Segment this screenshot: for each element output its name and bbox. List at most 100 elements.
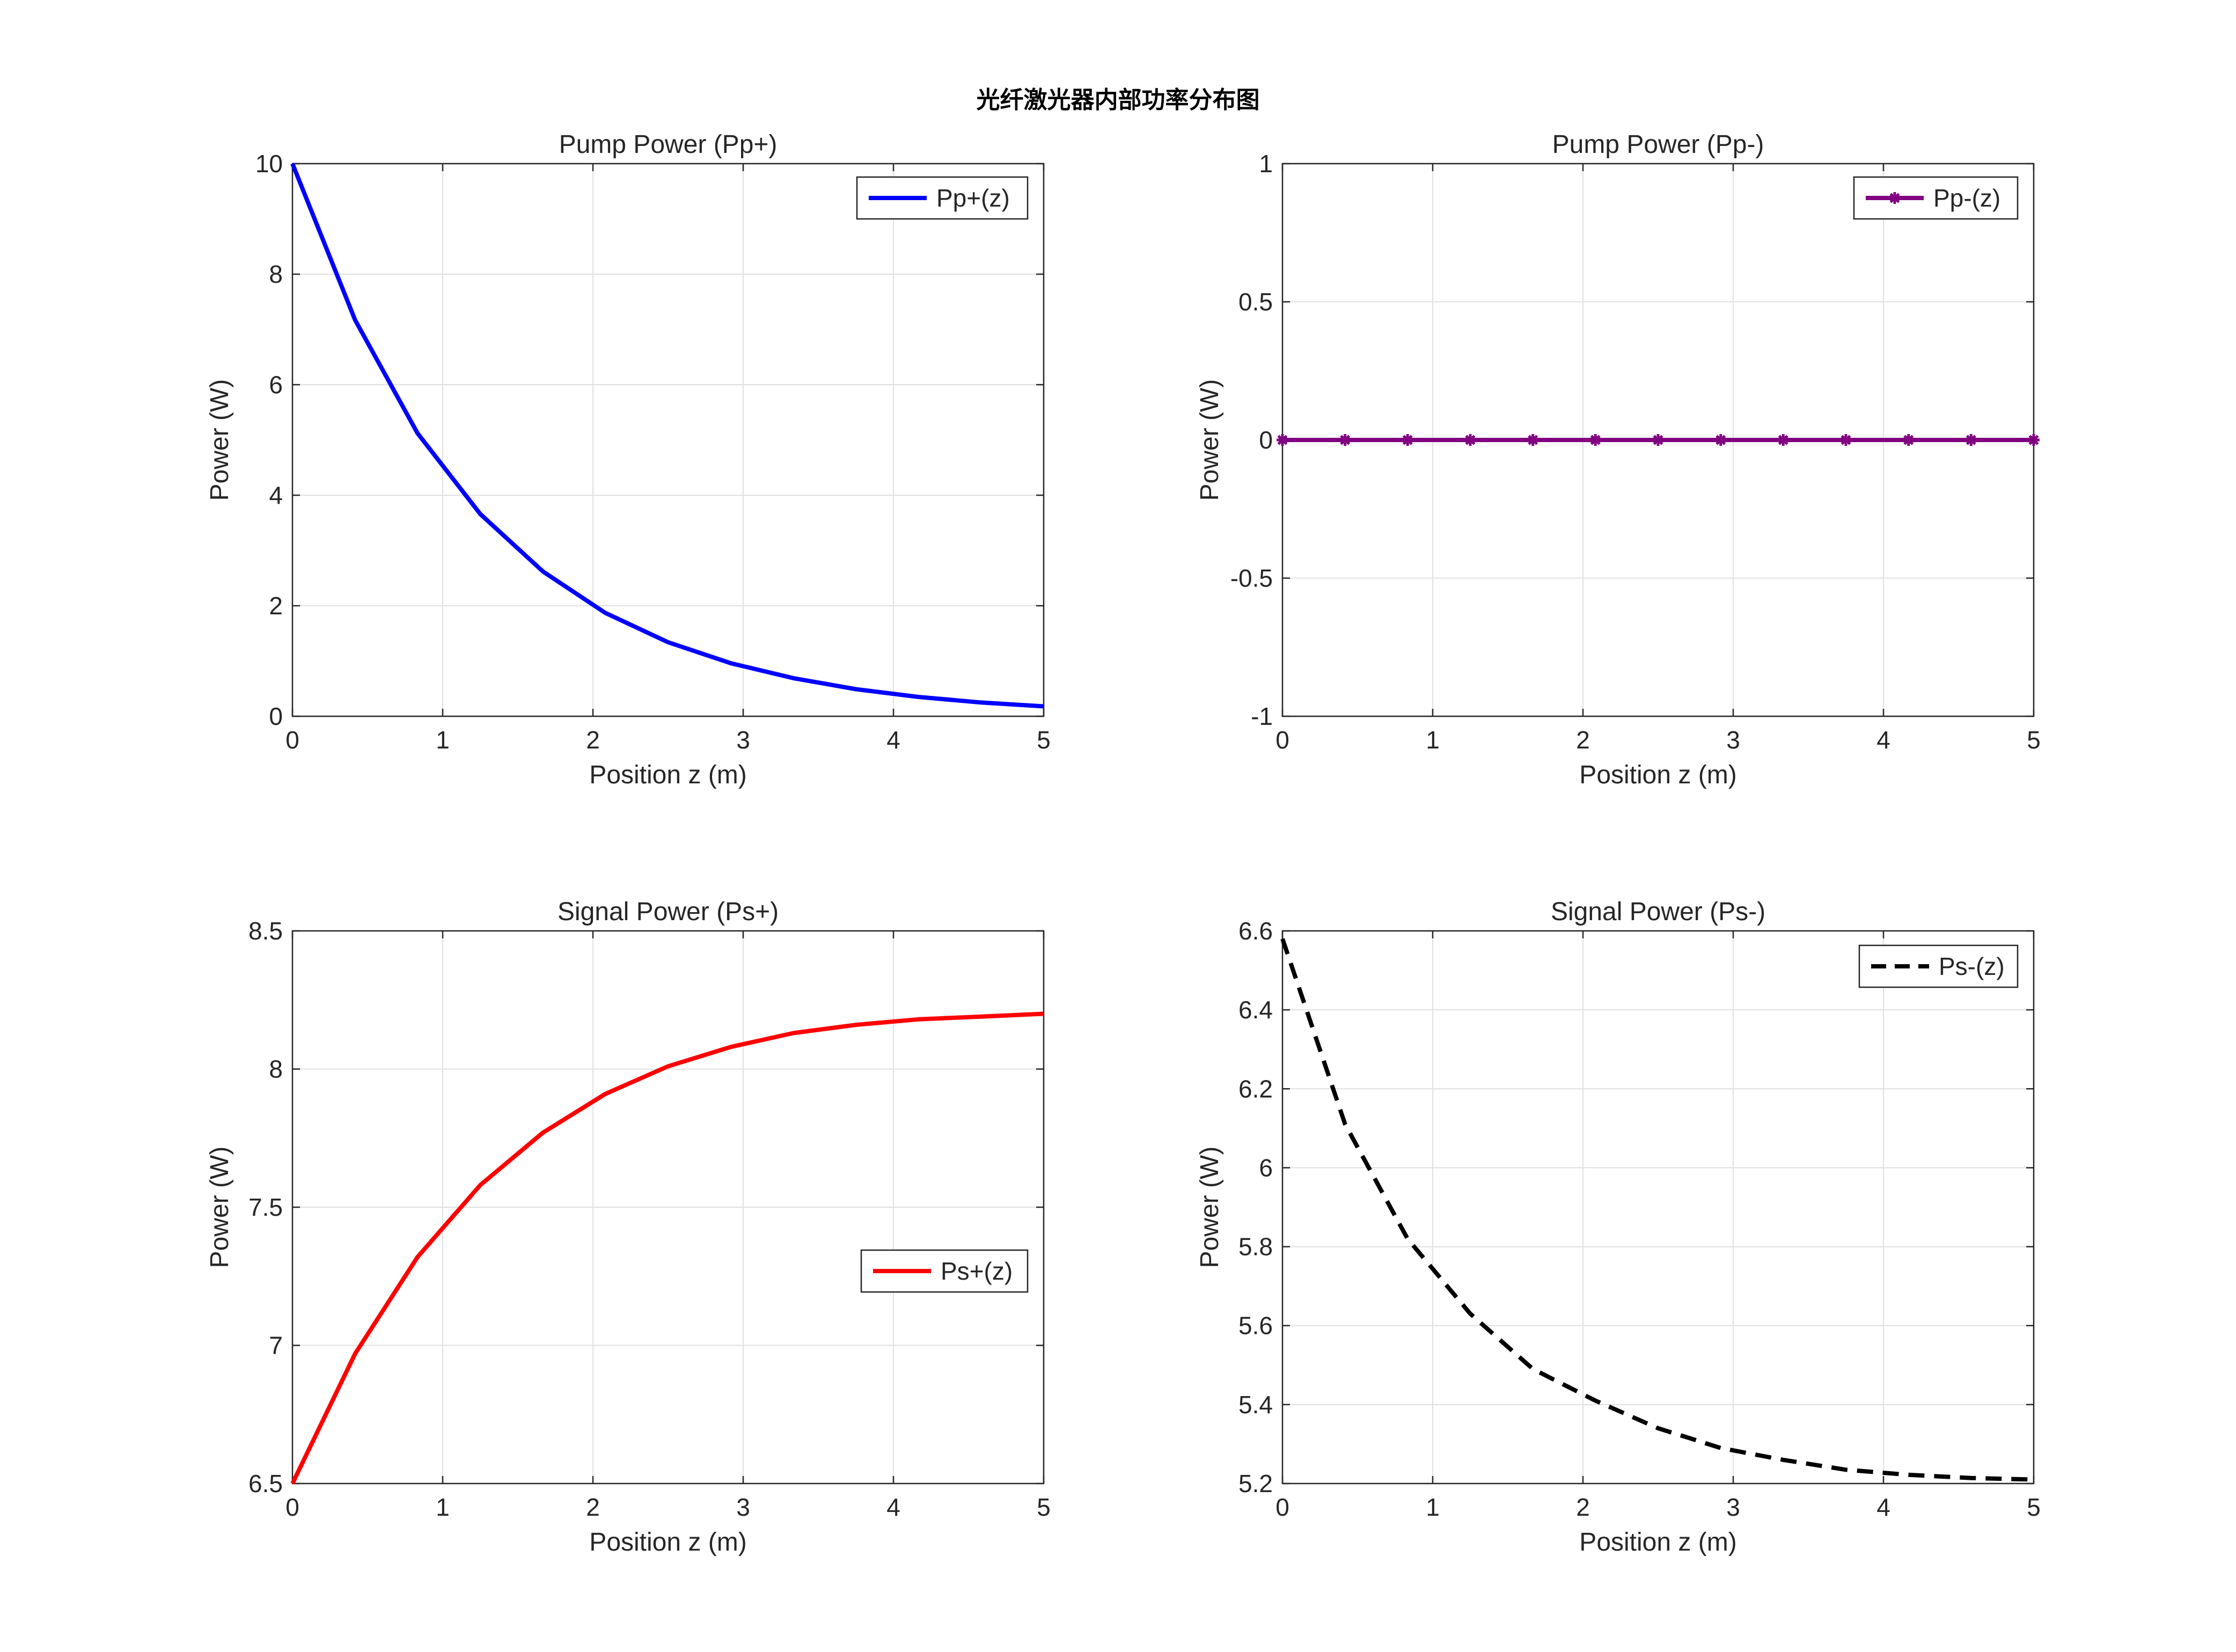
x-tick-label: 4 <box>1876 726 1890 754</box>
marker-stroke <box>1402 435 1413 445</box>
x-tick-label: 3 <box>1726 1493 1740 1521</box>
x-tick-label: 2 <box>586 1493 600 1521</box>
subplot-1: 0 1 2 3 4 5 0 2 4 6 8 10 Pump Power (Pp+) Position z … <box>206 130 1051 789</box>
figure-title: 光纤激光器内部功率分布图 <box>976 87 1260 113</box>
x-tick-label: 1 <box>1426 726 1440 754</box>
data-point-marker <box>1777 434 1790 446</box>
x-tick-label: 3 <box>736 1493 750 1521</box>
marker-stroke <box>1841 435 1851 445</box>
data-point-marker <box>1402 434 1414 446</box>
y-tick-label: 7.5 <box>248 1193 283 1221</box>
y-tick-label: 7 <box>269 1332 283 1360</box>
y-tick-label: 10 <box>255 150 283 178</box>
x-tick-label: 5 <box>1037 726 1051 754</box>
x-tick-label: 3 <box>736 726 750 754</box>
y-tick-label: 2 <box>269 592 283 620</box>
y-tick-label: 5.4 <box>1238 1391 1273 1419</box>
x-axis-label: Position z (m) <box>589 761 746 789</box>
series-line <box>290 1011 1044 1485</box>
y-tick-label: 5.8 <box>1238 1233 1273 1261</box>
series-line <box>1280 938 2034 1482</box>
x-tick-label: 0 <box>285 726 299 754</box>
x-axis-label: Position z (m) <box>1579 761 1736 789</box>
x-tick-label: 5 <box>1037 1493 1051 1521</box>
x-tick-label: 5 <box>2027 726 2041 754</box>
x-tick-label: 1 <box>436 1493 450 1521</box>
x-axis-label: Position z (m) <box>589 1528 746 1556</box>
x-tick-label: 5 <box>2027 1493 2041 1521</box>
y-tick-label: 8.5 <box>248 917 283 945</box>
data-point-marker <box>1902 434 1915 446</box>
y-tick-label: 6.2 <box>1238 1075 1273 1103</box>
data-point-marker <box>1840 434 1852 446</box>
y-axis-label: Power (W) <box>206 1147 234 1268</box>
y-axis-label: Power (W) <box>206 379 234 501</box>
legend-label: Pp-(z) <box>1933 184 2000 212</box>
series-line <box>290 163 1044 709</box>
subplot-title: Pump Power (Pp-) <box>1552 130 1764 159</box>
x-tick-label: 3 <box>1726 726 1740 754</box>
x-tick-label: 4 <box>886 726 900 754</box>
marker-stroke <box>1653 435 1663 445</box>
y-tick-label: 8 <box>269 260 283 288</box>
x-axis-label: Position z (m) <box>1579 1528 1736 1556</box>
y-tick-label: 1 <box>1259 150 1273 178</box>
y-tick-label: 5.2 <box>1238 1470 1273 1497</box>
axes-box <box>1281 930 2035 1485</box>
x-tick-label: 4 <box>886 1493 900 1521</box>
legend: Ps-(z) <box>1858 944 2019 988</box>
y-axis-label: Power (W) <box>1196 379 1224 501</box>
subplot-title: Pump Power (Pp+) <box>559 130 778 159</box>
data-point-marker <box>1527 434 1539 446</box>
y-tick-label: 6.4 <box>1238 996 1273 1024</box>
subplot-2: 0 1 2 3 4 5 -1 -0.5 0 0.5 1 Pump Power (Pp-) Positio… <box>1196 130 2041 789</box>
y-axis-label: Power (W) <box>1196 1147 1224 1268</box>
marker-stroke <box>1778 435 1788 445</box>
data-point-marker <box>1714 434 1727 446</box>
subplot-3: 0 1 2 3 4 5 6.5 7 7.5 8 8.5 Signal Power (Ps+) Posit… <box>206 898 1051 1556</box>
legend: Pp-(z) <box>1853 176 2019 220</box>
data-point-marker <box>1277 434 1288 446</box>
data-point-marker <box>1464 434 1476 446</box>
data-point-marker <box>2028 434 2040 446</box>
y-tick-label: 0 <box>1259 426 1273 454</box>
marker-stroke <box>1590 435 1601 445</box>
data-point-marker <box>1589 434 1602 446</box>
x-tick-label: 0 <box>1275 726 1289 754</box>
plot-area <box>1282 931 2034 1484</box>
marker-stroke <box>2028 435 2039 445</box>
legend-label: Ps+(z) <box>941 1257 1013 1285</box>
plot-area <box>292 164 1044 716</box>
marker-stroke <box>1966 435 1976 445</box>
marker-stroke <box>1340 435 1351 445</box>
legend: Pp+(z) <box>856 176 1029 220</box>
legend-label: Pp+(z) <box>936 184 1010 212</box>
subplot-title: Signal Power (Ps+) <box>558 898 779 926</box>
data-point-marker <box>1965 434 1977 446</box>
subplot-4: 0 1 2 3 4 5 5.2 5.4 5.6 5.8 6 6.2 6.4 6.6 Signal Power… <box>1196 898 2041 1556</box>
x-tick-label: 1 <box>1426 1493 1440 1521</box>
legend-label: Ps-(z) <box>1939 952 2005 980</box>
x-tick-label: 2 <box>586 726 600 754</box>
y-tick-label: 8 <box>269 1055 283 1083</box>
data-point-marker <box>1652 434 1664 446</box>
axes-box <box>291 163 1045 717</box>
subplot-title: Signal Power (Ps-) <box>1551 898 1765 926</box>
y-tick-label: 0 <box>269 702 283 730</box>
y-tick-label: -1 <box>1251 702 1273 730</box>
marker-stroke <box>1903 435 1914 445</box>
y-tick-label: 4 <box>269 481 283 509</box>
x-tick-label: 4 <box>1876 1493 1890 1521</box>
y-tick-label: 6 <box>269 371 283 399</box>
x-tick-label: 2 <box>1576 726 1590 754</box>
data-point-marker <box>1339 434 1351 446</box>
y-tick-label: -0.5 <box>1230 564 1273 592</box>
x-tick-label: 2 <box>1576 1493 1590 1521</box>
marker-stroke <box>1716 435 1726 445</box>
legend-marker <box>1889 193 1900 203</box>
y-tick-label: 6 <box>1259 1154 1273 1181</box>
y-tick-label: 0.5 <box>1238 288 1273 316</box>
x-tick-label: 1 <box>436 726 450 754</box>
